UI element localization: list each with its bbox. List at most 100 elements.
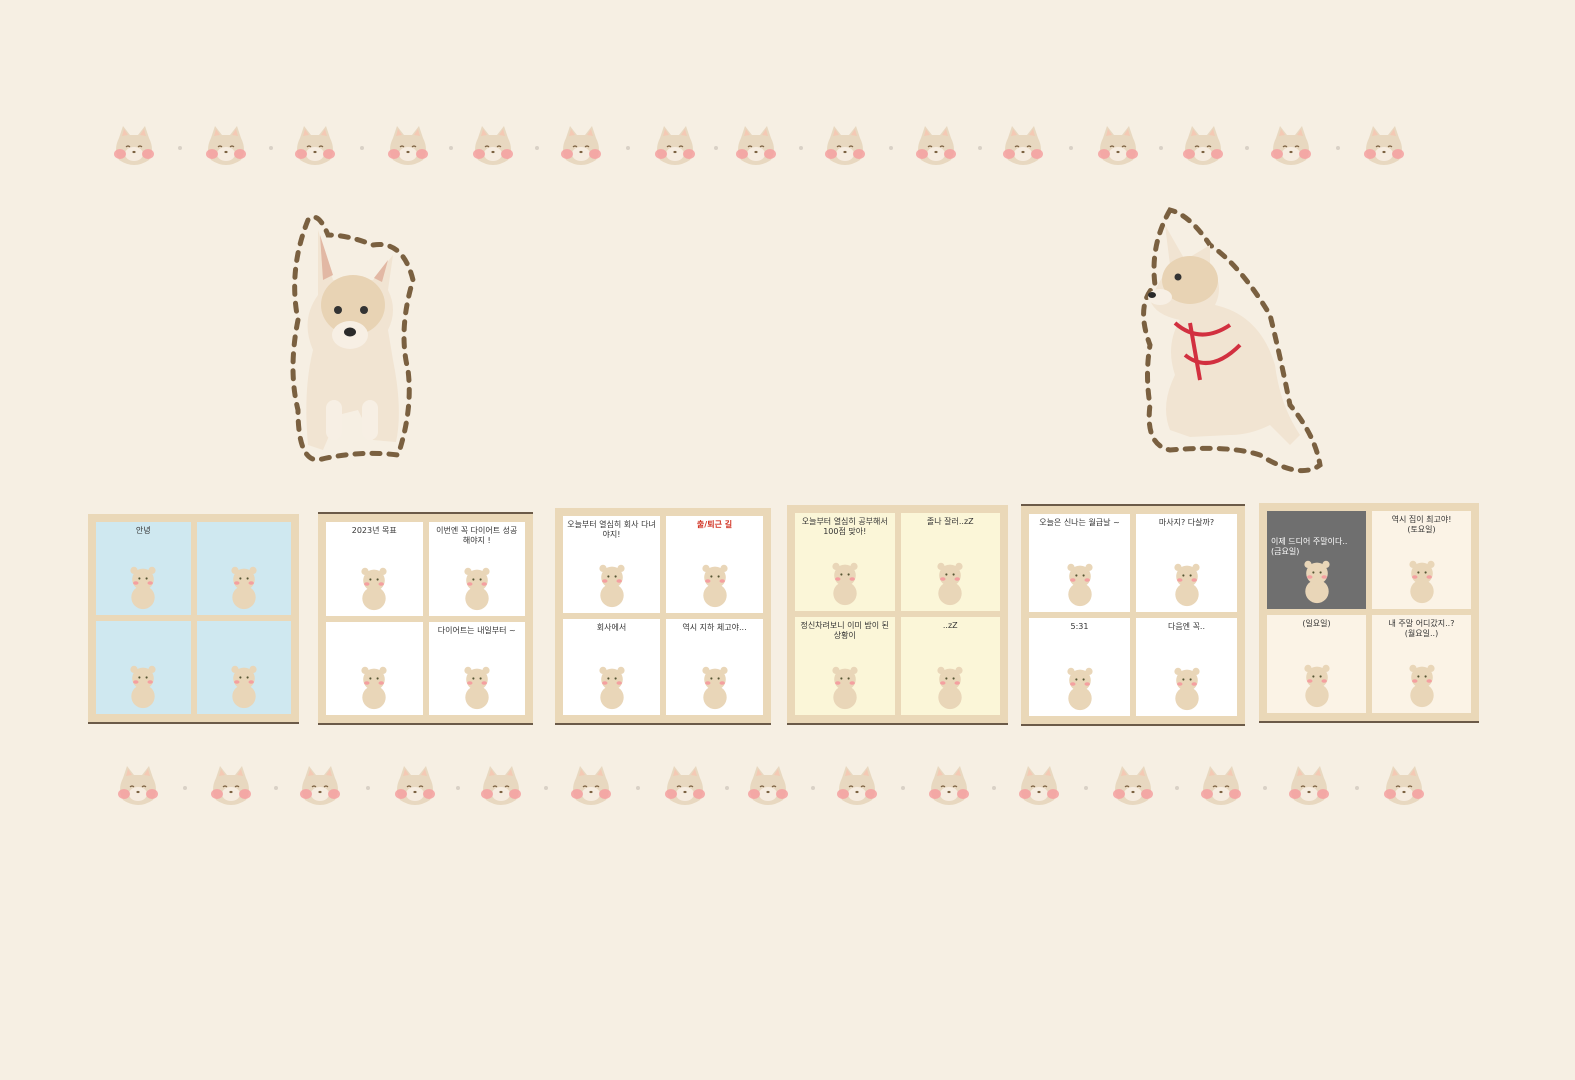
bear-character-icon (594, 563, 630, 612)
comic-panel-6[interactable]: 이제 드디어 주말이다.. (금요일) 역시 집이 최고야! (토요일) (일요일)… (1259, 503, 1479, 723)
bear-character-icon (1062, 666, 1098, 715)
puppy-front-photo (278, 210, 424, 470)
separator-dot (448, 146, 453, 150)
shiba-face-icon (470, 124, 516, 168)
shiba-face-icon (292, 124, 338, 168)
bear-character-icon (226, 664, 262, 713)
comic-caption: ..zZ (942, 621, 958, 630)
comic-cell (196, 621, 291, 714)
bear-character-icon (125, 664, 161, 713)
shiba-face-icon (568, 764, 614, 808)
bear-character-icon (827, 561, 863, 610)
bear-character-icon (356, 665, 392, 714)
shiba-face-icon (208, 764, 254, 808)
comic-panel-4[interactable]: 오늘부터 열심히 공부해서 100점 맞아! 졸나 잘러..zZ 정신차려보니 이미… (787, 505, 1008, 725)
comic-cell: 5:31 (1029, 618, 1130, 716)
separator-dot (810, 786, 815, 790)
top-face-border (0, 120, 1575, 180)
comic-caption: 이제 드디어 주말이다.. (금요일) (1271, 537, 1348, 556)
shiba-face-icon (558, 124, 604, 168)
puppy-side-photo (1130, 205, 1330, 480)
shiba-face-icon (822, 124, 868, 168)
separator-dot (1175, 786, 1179, 790)
bear-character-icon (1169, 562, 1205, 611)
bear-character-icon (459, 665, 495, 714)
bear-character-icon (1404, 663, 1440, 712)
comic-panel-3[interactable]: 오늘부터 열심히 회사 다녀야지! 출/퇴근 길 회사에서 역시 지하 체고야... (555, 508, 771, 725)
separator-dot (1245, 146, 1249, 150)
bear-character-icon (594, 665, 630, 714)
separator-dot (626, 146, 630, 150)
comic-caption: 회사에서 (596, 622, 627, 632)
separator-dot (1084, 786, 1088, 790)
shiba-face-icon (834, 764, 880, 808)
shiba-face-icon (652, 124, 698, 168)
comic-cell: 마사지? 다살까? (1136, 514, 1237, 612)
bear-character-icon (697, 665, 733, 714)
comic-cell (326, 621, 423, 715)
separator-dot (724, 786, 729, 790)
comic-cell: 졸나 잘러..zZ (900, 513, 1000, 611)
separator-dot (273, 786, 278, 790)
comic-caption: 5:31 (1070, 622, 1089, 631)
bottom-face-border (0, 760, 1575, 820)
shiba-face-icon (733, 124, 779, 168)
comic-panel-1[interactable]: 안녕 (88, 514, 299, 724)
shiba-face-icon (392, 764, 438, 808)
comic-cell: ..zZ (900, 617, 1000, 715)
shiba-face-icon (1016, 764, 1062, 808)
comic-cell: 오늘부터 열심히 회사 다녀야지! (563, 516, 660, 613)
separator-dot (456, 786, 460, 790)
shiba-face-icon (478, 764, 524, 808)
comic-panel-5[interactable]: 오늘은 신나는 월급날 ~ 마사지? 다살까? 5:31 다음엔 꼭.. (1021, 504, 1245, 726)
separator-dot (1068, 146, 1073, 150)
separator-dot (992, 786, 996, 790)
comic-caption: 정신차려보니 이미 밤이 된 상황이 (800, 621, 890, 640)
shiba-face-icon (1268, 124, 1314, 168)
comic-caption: 내 주말 어디갔지..? (월요일..) (1388, 619, 1455, 638)
shiba-face-icon (1198, 764, 1244, 808)
comic-cell: 안녕 (96, 522, 191, 615)
shiba-face-icon (385, 124, 431, 168)
shiba-face-icon (1000, 124, 1046, 168)
separator-dot (1335, 146, 1340, 150)
bear-character-icon (356, 566, 392, 615)
shiba-face-icon (662, 764, 708, 808)
separator-dot (713, 146, 718, 150)
separator-dot (1263, 786, 1267, 790)
comic-caption: 이번엔 꼭 다이어트 성공해야지 ! (436, 526, 518, 545)
comic-cell (96, 621, 191, 714)
comic-cell: 역시 지하 체고야... (666, 618, 763, 715)
bear-character-icon (226, 565, 262, 614)
comic-panel-2[interactable]: 2023년 목표 이번엔 꼭 다이어트 성공해야지 ! 다이어트는 내일부터 ~ (318, 512, 533, 725)
comic-cell: 다음엔 꼭.. (1136, 618, 1237, 716)
comic-caption: 역시 지하 체고야... (682, 622, 747, 632)
bear-character-icon (1169, 666, 1205, 715)
separator-dot (178, 146, 182, 150)
separator-dot (798, 146, 803, 150)
comic-cell: 오늘은 신나는 월급날 ~ (1029, 514, 1130, 612)
separator-dot (535, 146, 539, 150)
separator-dot (977, 146, 982, 150)
shiba-face-icon (1361, 124, 1407, 168)
comic-caption: 오늘부터 열심히 회사 다녀야지! (567, 520, 656, 539)
separator-dot (888, 146, 893, 150)
comic-caption: 마사지? 다살까? (1158, 518, 1215, 527)
comic-cell: 이번엔 꼭 다이어트 성공해야지 ! (428, 522, 525, 616)
bear-character-icon (827, 665, 863, 714)
shiba-face-icon (1286, 764, 1332, 808)
shiba-face-icon (1110, 764, 1156, 808)
comic-cell (196, 522, 291, 615)
comic-caption: 안녕 (135, 526, 151, 535)
shiba-face-icon (913, 124, 959, 168)
comic-cell: 정신차려보니 이미 밤이 된 상황이 (795, 617, 895, 715)
separator-dot (1158, 146, 1163, 150)
shiba-face-icon (297, 764, 343, 808)
comic-caption: (일요일) (1302, 619, 1331, 628)
comic-cell: 다이어트는 내일부터 ~ (428, 621, 525, 715)
comic-caption: 졸나 잘러..zZ (926, 517, 974, 526)
separator-dot (359, 146, 364, 150)
shiba-face-icon (111, 124, 157, 168)
bear-character-icon (1299, 663, 1335, 712)
bear-character-icon (459, 566, 495, 615)
